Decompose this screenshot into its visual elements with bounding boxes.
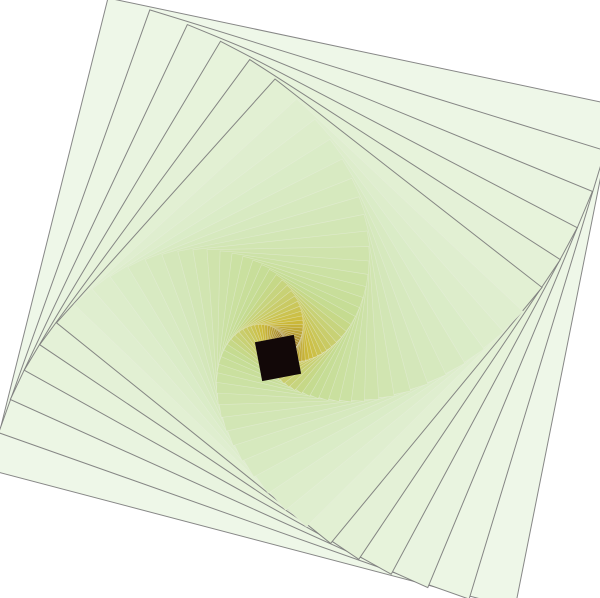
- spiral-core: [254, 334, 302, 382]
